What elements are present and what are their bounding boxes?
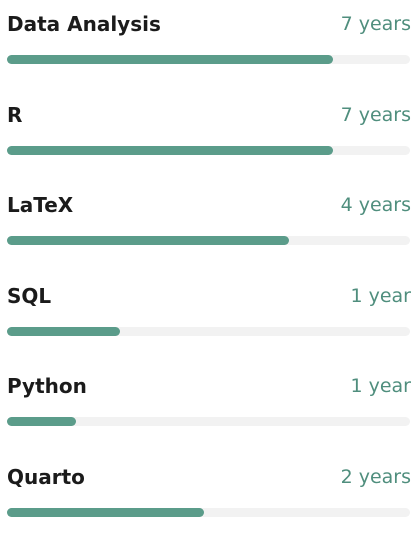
skill-name: R	[7, 102, 23, 127]
skill-duration: 7 years	[340, 103, 411, 126]
skill-duration: 7 years	[340, 13, 411, 35]
skill-row: Quarto 2 years	[0, 463, 414, 553]
skill-row: Data Analysis 7 years	[0, 10, 414, 100]
skill-name: Data Analysis	[7, 12, 161, 36]
skill-duration: 2 years	[340, 466, 411, 488]
progress-track	[7, 55, 410, 64]
progress-track	[7, 417, 410, 427]
skill-name: Python	[7, 374, 87, 399]
progress-bar	[7, 145, 334, 155]
skill-row: LaTeX 4 years	[0, 191, 414, 281]
skill-duration: 1 year	[350, 284, 411, 307]
skill-row: Python 1 year	[0, 372, 414, 462]
progress-bar	[7, 55, 334, 64]
progress-track	[7, 326, 410, 336]
progress-track	[7, 236, 410, 246]
progress-track	[7, 145, 410, 155]
skill-name: SQL	[7, 283, 52, 308]
skill-name: Quarto	[7, 465, 85, 489]
skills-page: Data Analysis 7 years R 7 years LaTeX 4 years…	[0, 10, 414, 517]
progress-bar	[7, 236, 290, 246]
skill-row: SQL 1 year	[0, 282, 414, 372]
skill-duration: 1 year	[350, 375, 411, 398]
skill-name: LaTeX	[7, 193, 74, 218]
skill-row: R 7 years	[0, 101, 414, 191]
progress-bar	[7, 326, 120, 336]
progress-bar	[7, 417, 76, 427]
skill-duration: 4 years	[340, 194, 411, 217]
